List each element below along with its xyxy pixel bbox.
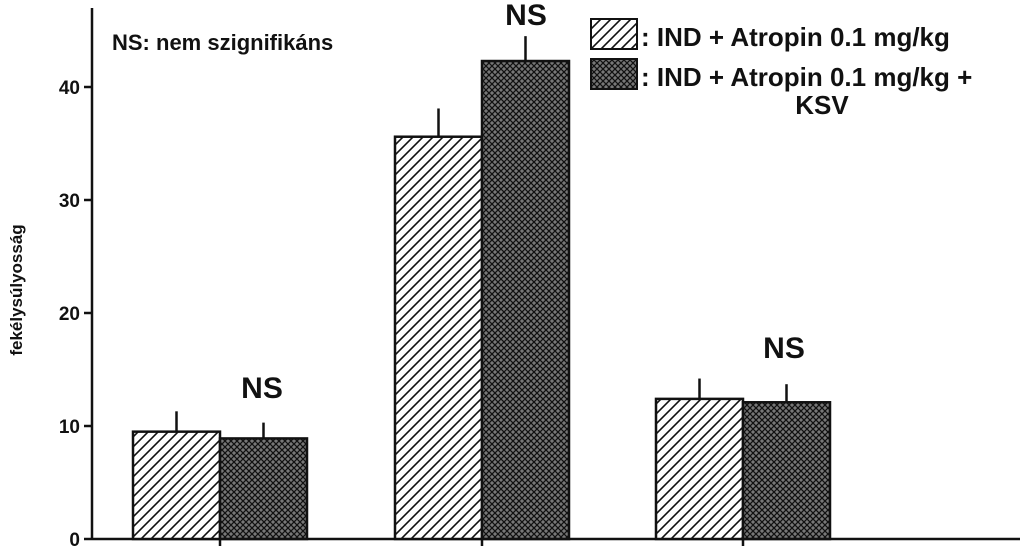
legend-label-series-1: : IND + Atropin 0.1 mg/kg	[641, 22, 950, 52]
error-bars-group	[175, 36, 788, 439]
significance-label-group-1: NS	[241, 372, 283, 405]
bar-series-1-group-1	[131, 430, 222, 541]
bar-series-2-group-1	[218, 437, 309, 541]
y-tick-label-0: 0	[69, 530, 80, 546]
bar-series-2-group-3	[741, 401, 832, 541]
legend-label-series-2: : IND + Atropin 0.1 mg/kg + KSV	[641, 62, 980, 120]
bar-series-2-group-2	[480, 59, 571, 541]
y-tick-label-10: 10	[59, 417, 80, 438]
bar-series-1-group-3	[654, 397, 745, 541]
y-axis-label: fekélysúlyosság	[7, 224, 26, 355]
annotation-note: NS: nem szignifikáns	[112, 30, 333, 55]
significance-label-group-2: NS	[505, 0, 547, 32]
bars-group	[131, 59, 832, 541]
bar-series-1-group-2	[393, 135, 484, 541]
y-tick-label-40: 40	[59, 78, 80, 99]
legend-swatch-hatch	[590, 18, 638, 50]
y-tick-label-30: 30	[59, 191, 80, 212]
legend-label-series-2-line-1: : IND + Atropin 0.1 mg/kg +	[641, 62, 972, 92]
legend-label-series-2-line-2: KSV	[795, 90, 849, 120]
legend: : IND + Atropin 0.1 mg/kg : IND + Atropi…	[590, 18, 980, 120]
y-tick-label-20: 20	[59, 304, 80, 325]
significance-label-group-3: NS	[763, 332, 805, 365]
legend-swatch-crosshatch	[590, 58, 638, 90]
